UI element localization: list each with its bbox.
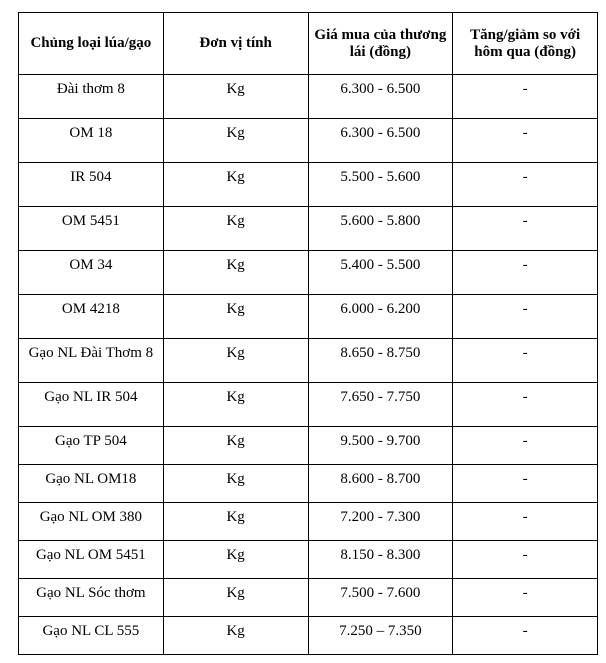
price-cell: 8.650 - 8.750 xyxy=(307,338,454,383)
unit-cell: Kg xyxy=(162,502,309,541)
header-unit: Đơn vị tính xyxy=(162,12,309,75)
change-cell: - xyxy=(452,250,598,295)
rice-price-table: Chủng loại lúa/gạo Đơn vị tính Giá mua c… xyxy=(18,12,598,655)
table-row: OM 18 Kg 6.300 - 6.500- xyxy=(18,118,598,163)
table-row: Gạo NL OM 380 Kg 7.200 - 7.300- xyxy=(18,502,598,541)
price-cell: 6.000 - 6.200 xyxy=(307,294,454,339)
table-row: Gạo NL OM 5451 Kg 8.150 - 8.300- xyxy=(18,540,598,579)
table-row: Gạo NL Sóc thơm Kg 7.500 - 7.600- xyxy=(18,578,598,617)
unit-cell: Kg xyxy=(162,294,309,339)
table-row: Đài thơm 8 Kg 6.300 - 6.500- xyxy=(18,74,598,119)
change-cell: - xyxy=(452,502,598,541)
unit-cell: Kg xyxy=(162,616,309,655)
price-cell: 7.650 - 7.750 xyxy=(307,382,454,427)
change-cell: - xyxy=(452,338,598,383)
table-row: IR 504 Kg 5.500 - 5.600- xyxy=(18,162,598,207)
header-row: Chủng loại lúa/gạo Đơn vị tính Giá mua c… xyxy=(18,12,598,75)
price-cell: 7.250 – 7.350 xyxy=(307,616,454,655)
change-cell: - xyxy=(452,118,598,163)
price-cell: 6.300 - 6.500 xyxy=(307,118,454,163)
price-cell: 8.600 - 8.700 xyxy=(307,464,454,503)
price-cell: 9.500 - 9.700 xyxy=(307,426,454,465)
price-cell: 5.400 - 5.500 xyxy=(307,250,454,295)
table-row: Gạo NL IR 504 Kg 7.650 - 7.750- xyxy=(18,382,598,427)
unit-cell: Kg xyxy=(162,338,309,383)
variety-cell: Gạo NL Đài Thơm 8 xyxy=(18,338,164,383)
change-cell: - xyxy=(452,426,598,465)
unit-cell: Kg xyxy=(162,578,309,617)
variety-cell: OM 5451 xyxy=(18,206,164,251)
unit-cell: Kg xyxy=(162,540,309,579)
change-cell: - xyxy=(452,74,598,119)
header-price: Giá mua của thương lái (đồng) xyxy=(307,12,454,75)
variety-cell: Gạo NL OM18 xyxy=(18,464,164,503)
unit-cell: Kg xyxy=(162,250,309,295)
price-cell: 7.200 - 7.300 xyxy=(307,502,454,541)
unit-cell: Kg xyxy=(162,162,309,207)
table-row: Gạo NL Đài Thơm 8 Kg 8.650 - 8.750- xyxy=(18,338,598,383)
variety-cell: OM 34 xyxy=(18,250,164,295)
header-variety: Chủng loại lúa/gạo xyxy=(18,12,164,75)
table-row: Gạo NL OM18 Kg 8.600 - 8.700- xyxy=(18,464,598,503)
change-cell: - xyxy=(452,616,598,655)
variety-cell: Gạo NL OM 5451 xyxy=(18,540,164,579)
price-cell: 6.300 - 6.500 xyxy=(307,74,454,119)
unit-cell: Kg xyxy=(162,382,309,427)
change-cell: - xyxy=(452,540,598,579)
table-row: Gạo NL CL 555 Kg 7.250 – 7.350- xyxy=(18,616,598,655)
price-cell: 8.150 - 8.300 xyxy=(307,540,454,579)
unit-cell: Kg xyxy=(162,206,309,251)
price-cell: 5.600 - 5.800 xyxy=(307,206,454,251)
change-cell: - xyxy=(452,464,598,503)
change-cell: - xyxy=(452,162,598,207)
variety-cell: Đài thơm 8 xyxy=(18,74,164,119)
price-cell: 7.500 - 7.600 xyxy=(307,578,454,617)
table-row: Gạo TP 504 Kg 9.500 - 9.700- xyxy=(18,426,598,465)
variety-cell: OM 4218 xyxy=(18,294,164,339)
price-cell: 5.500 - 5.600 xyxy=(307,162,454,207)
variety-cell: Gạo NL Sóc thơm xyxy=(18,578,164,617)
variety-cell: OM 18 xyxy=(18,118,164,163)
table-row: OM 34 Kg 5.400 - 5.500- xyxy=(18,250,598,295)
variety-cell: IR 504 xyxy=(18,162,164,207)
variety-cell: Gạo NL CL 555 xyxy=(18,616,164,655)
change-cell: - xyxy=(452,206,598,251)
unit-cell: Kg xyxy=(162,74,309,119)
unit-cell: Kg xyxy=(162,426,309,465)
unit-cell: Kg xyxy=(162,118,309,163)
table-row: OM 4218 Kg 6.000 - 6.200- xyxy=(18,294,598,339)
header-change: Tăng/giảm so với hôm qua (đồng) xyxy=(452,12,598,75)
change-cell: - xyxy=(452,578,598,617)
table-row: OM 5451 Kg 5.600 - 5.800- xyxy=(18,206,598,251)
variety-cell: Gạo NL OM 380 xyxy=(18,502,164,541)
change-cell: - xyxy=(452,294,598,339)
change-cell: - xyxy=(452,382,598,427)
variety-cell: Gạo NL IR 504 xyxy=(18,382,164,427)
variety-cell: Gạo TP 504 xyxy=(18,426,164,465)
unit-cell: Kg xyxy=(162,464,309,503)
